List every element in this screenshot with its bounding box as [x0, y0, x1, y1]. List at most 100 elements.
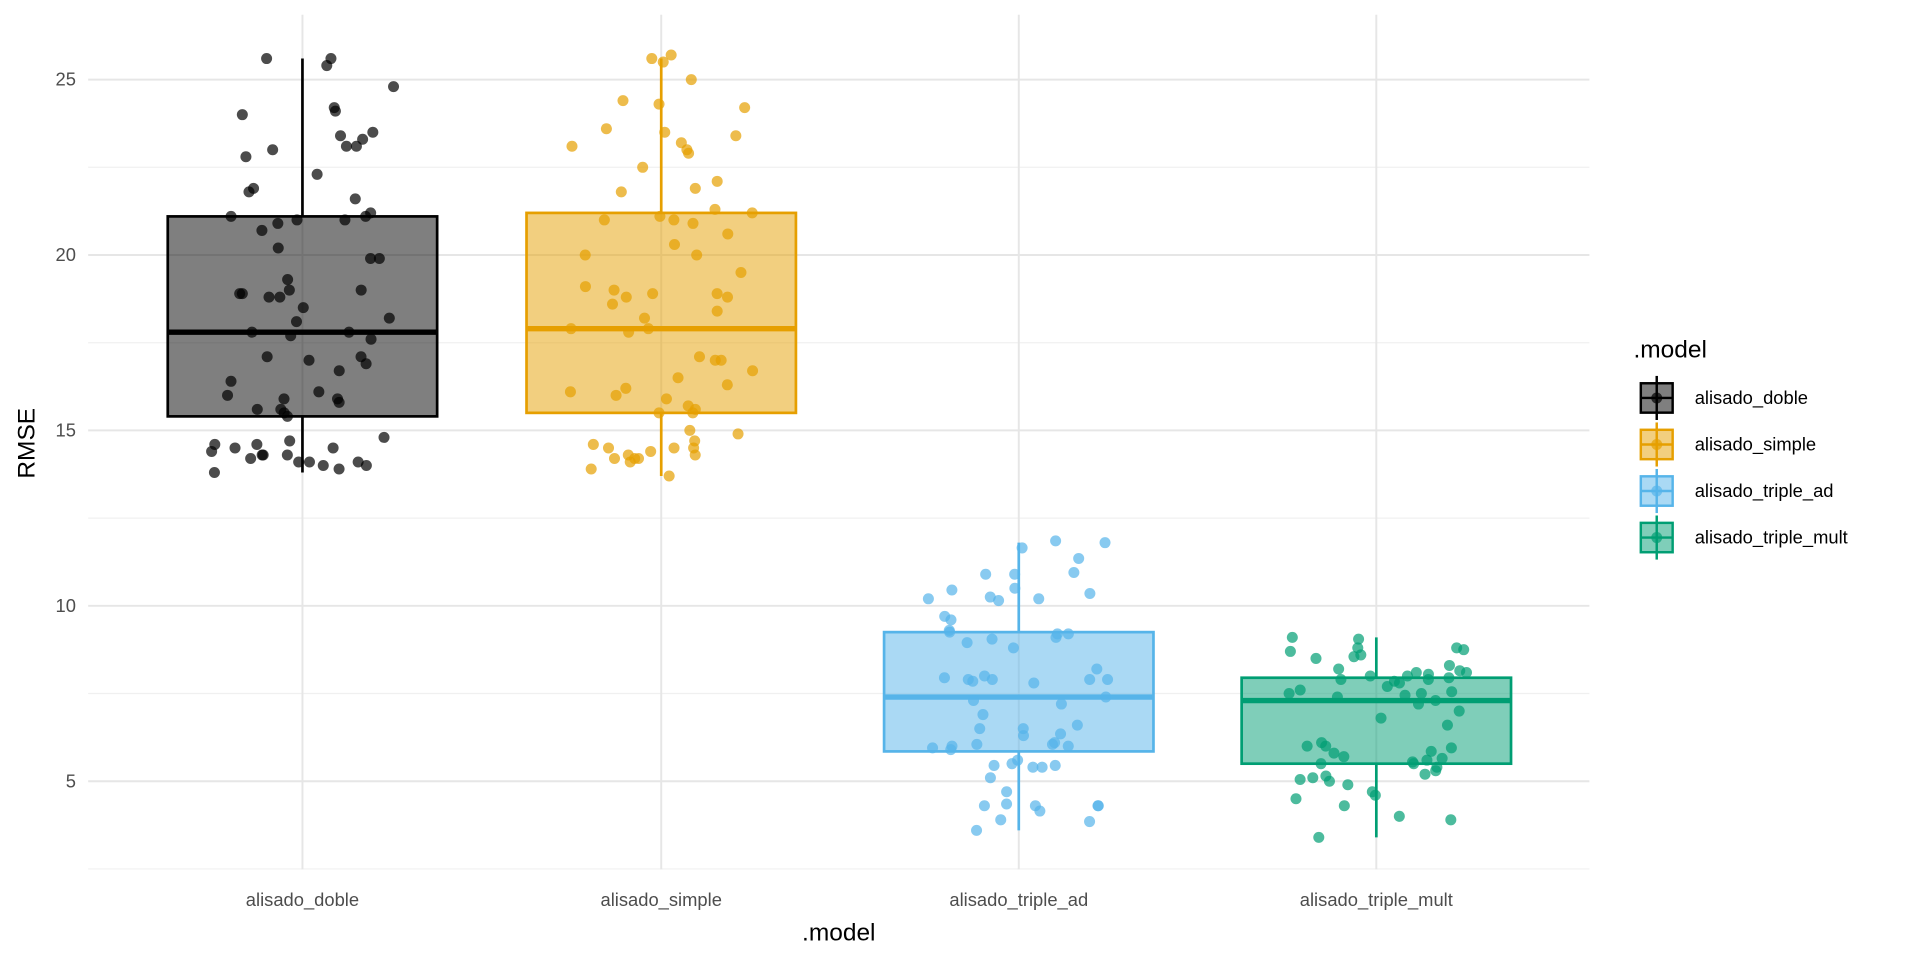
- data-point: [672, 372, 684, 384]
- data-point: [263, 291, 275, 303]
- data-point: [256, 224, 268, 236]
- data-point: [281, 449, 293, 461]
- x-tick-label: alisado_doble: [246, 889, 359, 911]
- data-point: [1084, 673, 1096, 685]
- y-tick-label: 5: [66, 770, 76, 791]
- data-point: [303, 354, 315, 366]
- x-tick-label: alisado_triple_mult: [1300, 889, 1453, 911]
- data-point: [1071, 719, 1083, 731]
- data-point: [1338, 800, 1350, 812]
- data-point: [350, 140, 362, 152]
- data-point: [691, 249, 703, 261]
- data-point: [261, 351, 273, 363]
- data-point: [1307, 772, 1319, 784]
- data-point: [1419, 768, 1431, 780]
- data-point: [638, 312, 651, 324]
- data-point: [653, 98, 665, 110]
- data-point: [732, 428, 744, 440]
- data-point: [1421, 754, 1433, 766]
- data-point: [290, 316, 302, 328]
- data-point: [657, 56, 669, 68]
- data-point: [1443, 659, 1455, 671]
- legend-point: [1651, 438, 1663, 450]
- data-point: [225, 375, 237, 387]
- data-point: [229, 442, 241, 454]
- data-point: [1458, 644, 1470, 656]
- data-point: [977, 709, 989, 721]
- data-point: [274, 291, 286, 303]
- data-point: [1050, 535, 1062, 547]
- data-point: [1001, 786, 1013, 798]
- data-point: [1393, 677, 1405, 689]
- data-point: [988, 759, 1000, 771]
- data-point: [945, 614, 957, 626]
- legend-label: alisado_doble: [1695, 387, 1808, 409]
- data-point: [1333, 663, 1345, 675]
- data-point: [735, 267, 747, 279]
- data-point: [668, 214, 680, 226]
- data-point: [1313, 831, 1325, 843]
- data-point: [333, 396, 345, 408]
- data-point: [600, 123, 612, 135]
- data-point: [1310, 652, 1322, 664]
- legend-point: [1651, 392, 1663, 404]
- data-point: [367, 126, 379, 138]
- data-point: [1009, 568, 1021, 580]
- x-axis-ticks: alisado_doble alisado_simple alisado_tripl…: [246, 889, 1453, 911]
- legend-point: [1651, 532, 1663, 544]
- data-point: [360, 459, 372, 471]
- data-point: [665, 49, 677, 61]
- data-point: [1320, 740, 1332, 752]
- data-point: [617, 95, 629, 107]
- data-point: [1062, 740, 1074, 752]
- data-point: [971, 824, 983, 836]
- data-point: [984, 772, 996, 784]
- y-axis-title: RMSE: [13, 408, 40, 479]
- data-point: [1046, 738, 1058, 750]
- data-point: [615, 186, 627, 198]
- data-point: [225, 210, 237, 222]
- data-point: [1049, 759, 1061, 771]
- data-point: [687, 217, 699, 229]
- data-point: [349, 193, 361, 205]
- data-point: [984, 591, 996, 603]
- data-point: [1073, 552, 1085, 564]
- data-point: [683, 147, 695, 159]
- data-point: [1425, 745, 1437, 757]
- data-point: [1328, 747, 1340, 759]
- data-point: [251, 403, 263, 415]
- data-point: [646, 53, 658, 65]
- data-point: [388, 81, 400, 93]
- data-point: [1092, 800, 1104, 812]
- legend-label: alisado_triple_ad: [1695, 480, 1834, 502]
- x-axis-title: .model: [802, 919, 875, 946]
- data-point: [1331, 691, 1343, 703]
- legend-title: .model: [1633, 337, 1706, 364]
- data-point: [1055, 698, 1067, 710]
- x-tick-label: alisado_simple: [600, 889, 721, 911]
- legend-item-alisado_doble: alisado_doble: [1639, 375, 1808, 420]
- data-point: [251, 438, 263, 450]
- data-point: [587, 438, 599, 450]
- data-point: [1099, 537, 1111, 549]
- data-point: [256, 449, 268, 461]
- data-point: [685, 74, 697, 86]
- data-point: [333, 463, 345, 475]
- data-point: [1283, 688, 1295, 700]
- legend: .model alisado_doble alisado_simplealisad…: [1633, 337, 1848, 560]
- data-point: [610, 389, 622, 401]
- data-point: [261, 53, 273, 65]
- data-point: [246, 326, 258, 338]
- data-point: [1412, 698, 1424, 710]
- data-point: [668, 238, 681, 250]
- data-point: [1036, 761, 1048, 773]
- data-point: [365, 333, 377, 345]
- data-point: [333, 365, 345, 377]
- box-iqr: [166, 215, 439, 418]
- data-point: [633, 452, 645, 464]
- data-point: [693, 351, 706, 363]
- data-point: [938, 672, 950, 684]
- data-point: [608, 284, 620, 296]
- data-point: [1284, 645, 1296, 657]
- y-tick-label: 15: [55, 420, 75, 441]
